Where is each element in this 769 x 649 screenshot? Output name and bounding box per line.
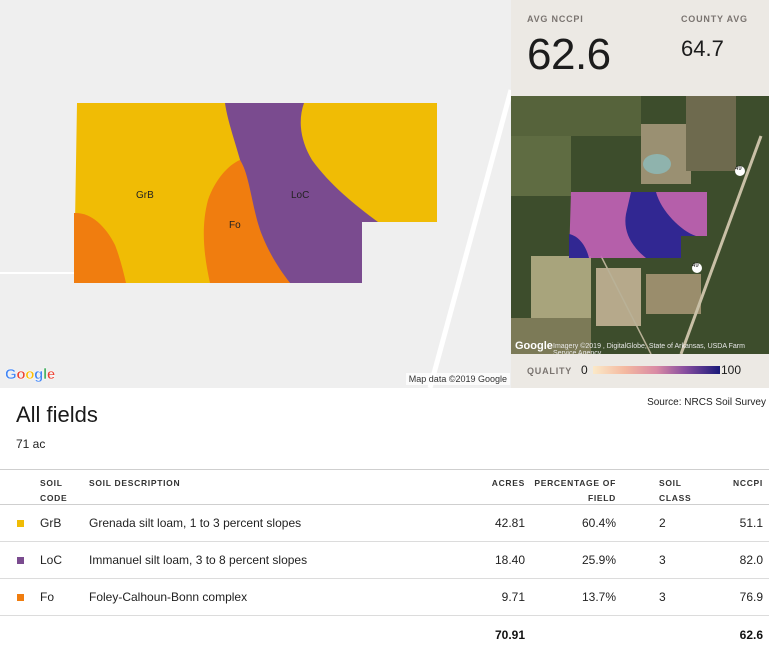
soil-label: Fo xyxy=(229,220,241,231)
soil-percentage: 13.7% xyxy=(581,590,616,604)
soil-zone-fo-west[interactable] xyxy=(74,212,126,283)
soil-percentage: 60.4% xyxy=(581,516,616,530)
soil-class: 2 xyxy=(659,516,666,530)
soil-zone-fo[interactable] xyxy=(203,160,290,283)
table-row[interactable]: LoC Immanuel silt loam, 3 to 8 percent s… xyxy=(0,542,769,579)
soil-acres: 9.71 xyxy=(501,590,525,604)
total-acres-sum: 70.91 xyxy=(494,628,525,642)
quality-label: QUALITY xyxy=(527,366,573,376)
col-acres[interactable]: ACRES xyxy=(491,478,525,488)
county-avg-label: COUNTY AVG xyxy=(681,14,748,24)
total-nccpi: 62.6 xyxy=(739,628,763,642)
col-soil-class[interactable]: SOIL CLASS xyxy=(659,476,691,506)
avg-nccpi-value: 62.6 xyxy=(527,30,611,79)
soil-nccpi: 76.9 xyxy=(739,590,763,604)
col-percentage[interactable]: PERCENTAGE OF FIELD xyxy=(534,476,616,506)
google-logo[interactable]: Google xyxy=(5,366,56,383)
col-header-text: FIELD xyxy=(587,493,616,503)
source-credit: Source: NRCS Soil Survey xyxy=(647,397,766,408)
soil-label: LoC xyxy=(291,190,310,201)
col-header-text: PERCENTAGE OF xyxy=(534,478,616,488)
table-header: SOIL CODE SOIL DESCRIPTION ACRES PERCENT… xyxy=(0,469,769,505)
stats-panel: AVG NCCPI 62.6 COUNTY AVG 64.7 xyxy=(511,0,769,96)
quality-legend: QUALITY 0 100 xyxy=(511,354,769,388)
soil-description: Grenada silt loam, 1 to 3 percent slopes xyxy=(89,516,302,530)
avg-nccpi-label: AVG NCCPI xyxy=(527,14,584,24)
soil-description: Foley-Calhoun-Bonn complex xyxy=(89,590,248,604)
col-header-text: CLASS xyxy=(659,493,692,503)
soil-zone-loc[interactable] xyxy=(225,103,378,283)
map-credit[interactable]: Map data ©2019 Google xyxy=(405,373,510,385)
soil-color-swatch xyxy=(17,594,24,601)
quality-max: 100 xyxy=(721,363,742,377)
col-nccpi[interactable]: NCCPI xyxy=(733,478,763,488)
page-title: All fields xyxy=(16,402,98,427)
soil-acres: 18.40 xyxy=(494,553,525,567)
soil-table: SOIL CODE SOIL DESCRIPTION ACRES PERCENT… xyxy=(0,469,769,648)
satellite-imagery xyxy=(511,96,769,354)
soil-code: LoC xyxy=(40,553,63,567)
col-header-text: SOIL xyxy=(40,478,63,488)
soil-class: 3 xyxy=(659,553,666,567)
soil-class: 3 xyxy=(659,590,666,604)
quality-gradient xyxy=(593,366,720,374)
soil-nccpi: 82.0 xyxy=(739,553,763,567)
quality-min: 0 xyxy=(581,363,588,377)
soil-acres: 42.81 xyxy=(494,516,525,530)
table-row[interactable]: GrB Grenada silt loam, 1 to 3 percent sl… xyxy=(0,505,769,542)
col-header-text: SOIL xyxy=(659,478,682,488)
satellite-credit: Imagery ©2019 , DigitalGlobe, State of A… xyxy=(553,343,745,354)
soil-description: Immanuel silt loam, 3 to 8 percent slope… xyxy=(89,553,308,567)
soil-code: Fo xyxy=(40,590,55,604)
map-road xyxy=(427,89,511,388)
col-header-text: CODE xyxy=(40,493,68,503)
soil-code: GrB xyxy=(40,516,62,530)
satellite-google-logo[interactable]: Google xyxy=(515,340,553,352)
highway-shield: 49 xyxy=(735,166,742,172)
table-row[interactable]: Fo Foley-Calhoun-Bonn complex 9.71 13.7%… xyxy=(0,579,769,616)
highway-shield: 49 xyxy=(692,263,699,269)
table-total-row: 70.91 62.6 xyxy=(0,616,769,648)
col-soil-description[interactable]: SOIL DESCRIPTION xyxy=(89,478,181,488)
soil-map-canvas xyxy=(0,89,511,388)
soil-map[interactable]: GrB Fo LoC Google Map data ©2019 Google xyxy=(0,0,511,388)
soil-label: GrB xyxy=(136,190,154,201)
soil-nccpi: 51.1 xyxy=(739,516,763,530)
satellite-map[interactable]: 49 49 Google Imagery ©2019 , DigitalGlob… xyxy=(511,96,769,354)
soil-color-swatch xyxy=(17,557,24,564)
total-acres: 71 ac xyxy=(16,437,46,451)
soil-color-swatch xyxy=(17,520,24,527)
county-avg-value: 64.7 xyxy=(681,36,724,61)
soil-percentage: 25.9% xyxy=(581,553,616,567)
col-soil-code[interactable]: SOIL CODE xyxy=(40,476,67,506)
